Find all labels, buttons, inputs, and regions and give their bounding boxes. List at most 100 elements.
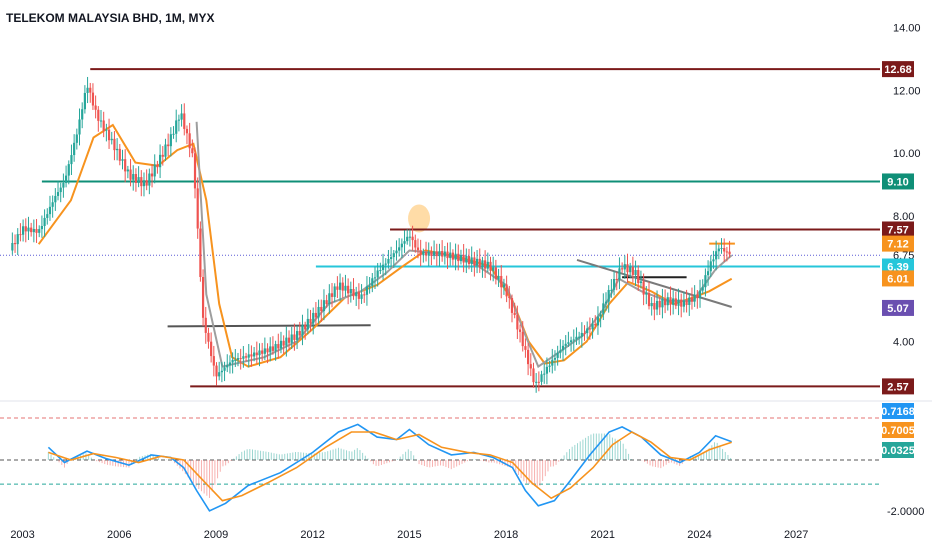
candle-body <box>169 134 172 147</box>
price-candle <box>352 278 355 300</box>
candle-body <box>717 248 720 252</box>
candle-body <box>368 286 371 288</box>
candle-body <box>441 251 444 257</box>
candle-body <box>494 267 497 280</box>
candle-body <box>475 258 479 266</box>
price-candle <box>124 149 127 183</box>
price-candle <box>443 245 446 265</box>
candle-body <box>371 278 374 287</box>
candle-body <box>610 289 613 291</box>
price-candle <box>384 258 387 276</box>
price-candle <box>497 268 500 287</box>
candle-body <box>432 251 436 256</box>
candle-body <box>126 169 129 172</box>
candle-body <box>301 324 304 336</box>
price-candle <box>473 251 476 277</box>
price-candle <box>325 294 328 308</box>
price-candle <box>709 255 712 278</box>
candle-body <box>75 134 78 143</box>
candle-body <box>411 236 414 241</box>
candle-body <box>701 287 704 291</box>
candle-body <box>481 260 484 268</box>
candle-body <box>113 138 116 151</box>
candle-body <box>497 275 500 280</box>
price-candle <box>145 169 148 191</box>
price-candle <box>559 339 562 359</box>
price-candle <box>363 291 366 303</box>
price-candle <box>317 299 320 324</box>
price-candle <box>704 268 707 297</box>
candle-body <box>664 298 667 306</box>
tag-box <box>882 173 914 190</box>
price-candle <box>634 260 637 286</box>
price-candle <box>470 246 473 272</box>
trend-line-0 <box>167 324 371 328</box>
candle-body <box>698 290 702 299</box>
price-candle <box>274 340 277 361</box>
candle-body <box>586 328 589 334</box>
price-candle <box>387 249 390 269</box>
price-candle <box>239 348 242 370</box>
price-candle <box>492 256 495 282</box>
price-candle <box>97 106 100 132</box>
candle-body <box>408 236 412 238</box>
candle-body <box>140 177 143 187</box>
tag-label: 0.7005 <box>881 425 915 437</box>
price-candle <box>645 286 648 305</box>
price-candle <box>330 283 334 308</box>
price-candle <box>422 248 425 263</box>
candle-body <box>489 261 492 271</box>
candle-body <box>629 266 632 273</box>
candle-body <box>596 316 600 326</box>
price-candle <box>489 256 492 281</box>
price-candle <box>537 371 540 392</box>
price-candle <box>510 294 514 323</box>
candle-body <box>40 226 44 230</box>
price-candle <box>266 343 269 364</box>
price-candle <box>102 111 105 138</box>
candle-body <box>309 318 312 324</box>
candle-body <box>349 289 352 294</box>
price-candle <box>94 95 97 119</box>
price-candle <box>653 294 656 321</box>
price-candle <box>693 285 696 307</box>
candle-body <box>672 298 675 305</box>
price-candle <box>56 181 60 201</box>
candle-body <box>486 261 489 269</box>
price-candle <box>226 354 229 373</box>
price-candle <box>561 340 565 361</box>
price-candle <box>588 317 591 340</box>
tag-box <box>882 299 914 316</box>
price-candle <box>215 362 218 386</box>
price-candle <box>406 229 409 245</box>
candle-body <box>97 109 100 121</box>
candle-body <box>674 298 677 306</box>
candle-body <box>639 281 643 284</box>
price-candle <box>398 238 401 257</box>
candle-body <box>510 298 514 313</box>
candle-body <box>631 266 634 275</box>
price-candle <box>623 255 626 279</box>
candle-body <box>381 264 385 271</box>
price-candle <box>228 355 232 374</box>
price-candle <box>99 110 103 128</box>
price-candle <box>67 160 70 185</box>
candle-body <box>341 282 344 291</box>
price-candle <box>204 306 207 344</box>
price-candle <box>81 102 84 129</box>
price-axis-label: 10.00 <box>893 148 921 160</box>
candle-body <box>298 331 301 336</box>
price-candle <box>298 321 301 340</box>
price-candle <box>484 250 487 278</box>
candle-body <box>91 92 95 106</box>
candle-body <box>212 356 215 366</box>
price-candle <box>478 248 481 273</box>
candle-body <box>621 268 624 270</box>
price-candle <box>599 310 602 328</box>
price-candle <box>105 123 108 142</box>
candle-body <box>516 314 519 330</box>
candle-body <box>384 263 387 265</box>
candle-body <box>13 243 17 245</box>
price-candle <box>282 335 285 354</box>
